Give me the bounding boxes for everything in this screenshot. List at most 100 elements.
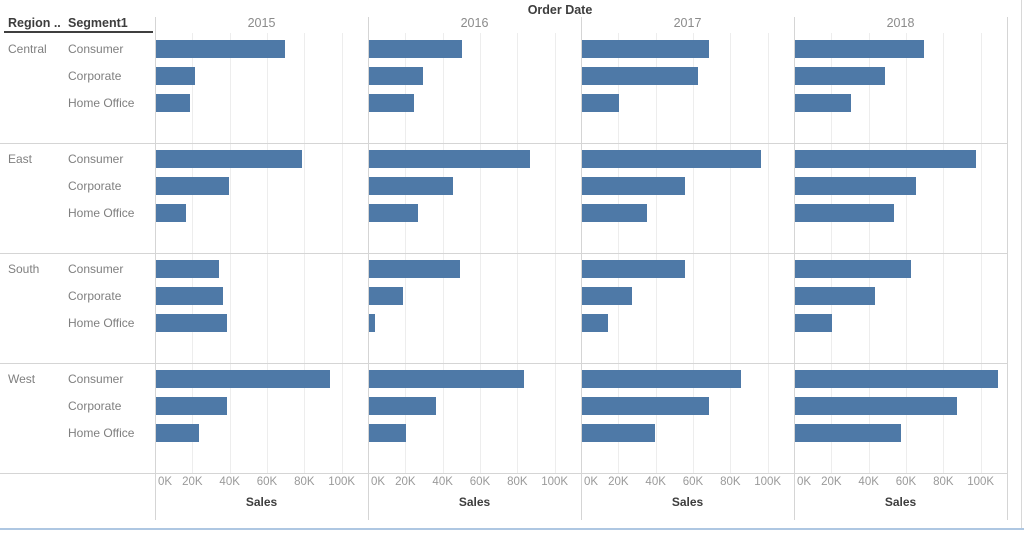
x-tick-label: 20K — [395, 476, 416, 488]
segment-label-corporate[interactable]: Corporate — [68, 399, 122, 413]
x-tick-label: 20K — [182, 476, 203, 488]
bar-east-2018-home-office[interactable] — [795, 204, 894, 222]
x-tick-label: 0K — [370, 476, 386, 488]
header-underline — [4, 31, 153, 33]
bar-west-2018-consumer[interactable] — [795, 370, 998, 388]
x-tick-label: 40K — [645, 476, 666, 488]
bar-south-2018-home-office[interactable] — [795, 314, 832, 332]
bar-central-2015-consumer[interactable] — [156, 40, 285, 58]
bar-east-2015-home-office[interactable] — [156, 204, 186, 222]
segment-label-corporate[interactable]: Corporate — [68, 289, 122, 303]
bar-west-2016-corporate[interactable] — [369, 397, 436, 415]
x-tick-label: 100K — [328, 476, 356, 488]
bar-central-2018-home-office[interactable] — [795, 94, 851, 112]
x-tick-label: 60K — [256, 476, 278, 488]
segment-label-consumer[interactable]: Consumer — [68, 152, 124, 166]
region-column-header[interactable]: Region .. — [8, 16, 61, 30]
bar-south-2018-corporate[interactable] — [795, 287, 875, 305]
x-axis-title: Sales — [458, 495, 491, 509]
bar-west-2017-consumer[interactable] — [582, 370, 741, 388]
segment-column-header[interactable]: Segment1 — [68, 16, 128, 30]
bar-south-2017-corporate[interactable] — [582, 287, 632, 305]
x-tick-label: 80K — [933, 476, 954, 488]
bar-east-2017-corporate[interactable] — [582, 177, 685, 195]
segment-label-consumer[interactable]: Consumer — [68, 262, 124, 276]
region-label-west[interactable]: West — [8, 372, 36, 386]
column-header-2016[interactable]: 2016 — [460, 16, 489, 30]
bar-central-2016-corporate[interactable] — [369, 67, 423, 85]
region-label-south[interactable]: South — [8, 262, 40, 276]
bar-east-2016-consumer[interactable] — [369, 150, 530, 168]
segment-label-home-office[interactable]: Home Office — [68, 206, 135, 220]
x-tick-label: 100K — [967, 476, 995, 488]
segment-label-home-office[interactable]: Home Office — [68, 426, 135, 440]
x-tick-label: 80K — [720, 476, 741, 488]
bar-south-2015-consumer[interactable] — [156, 260, 219, 278]
segment-label-consumer[interactable]: Consumer — [68, 42, 124, 56]
bar-central-2016-home-office[interactable] — [369, 94, 414, 112]
x-tick-label: 100K — [541, 476, 569, 488]
x-axis-title: Sales — [671, 495, 704, 509]
bar-south-2017-home-office[interactable] — [582, 314, 608, 332]
bar-east-2016-corporate[interactable] — [369, 177, 453, 195]
segment-label-home-office[interactable]: Home Office — [68, 96, 135, 110]
bar-south-2018-consumer[interactable] — [795, 260, 911, 278]
region-label-central[interactable]: Central — [8, 42, 47, 56]
column-header-2017[interactable]: 2017 — [673, 16, 702, 30]
bar-central-2017-consumer[interactable] — [582, 40, 709, 58]
region-divider — [0, 143, 1007, 144]
bar-east-2016-home-office[interactable] — [369, 204, 418, 222]
bar-east-2015-corporate[interactable] — [156, 177, 229, 195]
bar-west-2016-home-office[interactable] — [369, 424, 406, 442]
bar-east-2017-home-office[interactable] — [582, 204, 647, 222]
bar-west-2015-consumer[interactable] — [156, 370, 330, 388]
bar-east-2018-corporate[interactable] — [795, 177, 916, 195]
pane-divider — [1007, 17, 1008, 520]
bar-central-2015-corporate[interactable] — [156, 67, 195, 85]
x-tick-label: 20K — [608, 476, 629, 488]
bar-central-2015-home-office[interactable] — [156, 94, 190, 112]
bar-central-2017-corporate[interactable] — [582, 67, 698, 85]
bar-west-2017-home-office[interactable] — [582, 424, 655, 442]
segment-label-consumer[interactable]: Consumer — [68, 372, 124, 386]
region-label-east[interactable]: East — [8, 152, 33, 166]
bar-central-2018-corporate[interactable] — [795, 67, 885, 85]
bar-south-2016-consumer[interactable] — [369, 260, 460, 278]
region-divider — [0, 253, 1007, 254]
x-tick-label: 40K — [858, 476, 879, 488]
bar-west-2018-corporate[interactable] — [795, 397, 957, 415]
bar-east-2018-consumer[interactable] — [795, 150, 976, 168]
bar-east-2017-consumer[interactable] — [582, 150, 761, 168]
bar-south-2016-home-office[interactable] — [369, 314, 375, 332]
bar-west-2015-corporate[interactable] — [156, 397, 227, 415]
x-tick-label: 100K — [754, 476, 782, 488]
region-divider — [0, 473, 1007, 474]
segment-label-corporate[interactable]: Corporate — [68, 179, 122, 193]
window-right-edge — [1021, 0, 1022, 528]
bar-south-2015-home-office[interactable] — [156, 314, 227, 332]
x-tick-label: 40K — [432, 476, 453, 488]
bar-central-2016-consumer[interactable] — [369, 40, 462, 58]
x-tick-label: 0K — [796, 476, 812, 488]
column-header-2015[interactable]: 2015 — [247, 16, 276, 30]
bar-east-2015-consumer[interactable] — [156, 150, 302, 168]
x-axis-title: Sales — [884, 495, 917, 509]
bar-south-2015-corporate[interactable] — [156, 287, 223, 305]
bar-west-2018-home-office[interactable] — [795, 424, 901, 442]
column-header-2018[interactable]: 2018 — [886, 16, 915, 30]
chart-title: Order Date — [527, 3, 593, 17]
bar-west-2017-corporate[interactable] — [582, 397, 709, 415]
bar-central-2018-consumer[interactable] — [795, 40, 924, 58]
bar-south-2016-corporate[interactable] — [369, 287, 403, 305]
pane-divider — [581, 17, 582, 520]
bar-south-2017-consumer[interactable] — [582, 260, 685, 278]
window-bottom-edge — [0, 528, 1024, 530]
segment-label-home-office[interactable]: Home Office — [68, 316, 135, 330]
pane-divider — [794, 17, 795, 520]
bar-central-2017-home-office[interactable] — [582, 94, 619, 112]
x-tick-label: 0K — [157, 476, 173, 488]
bar-west-2015-home-office[interactable] — [156, 424, 199, 442]
bar-west-2016-consumer[interactable] — [369, 370, 524, 388]
segment-label-corporate[interactable]: Corporate — [68, 69, 122, 83]
